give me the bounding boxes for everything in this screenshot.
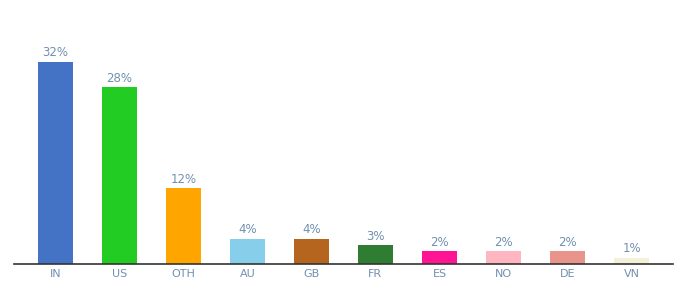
Text: 32%: 32%	[42, 46, 68, 59]
Bar	[166, 188, 201, 264]
Bar	[358, 245, 393, 264]
Bar	[101, 87, 137, 264]
Text: 2%: 2%	[558, 236, 577, 249]
Text: 28%: 28%	[106, 72, 133, 85]
Text: 4%: 4%	[302, 223, 321, 236]
Text: 2%: 2%	[494, 236, 513, 249]
Bar	[294, 239, 329, 264]
Text: 12%: 12%	[170, 173, 197, 186]
Text: 1%: 1%	[622, 242, 641, 255]
Bar	[230, 239, 265, 264]
Text: 2%: 2%	[430, 236, 449, 249]
Bar	[422, 251, 457, 264]
Bar	[486, 251, 521, 264]
Text: 3%: 3%	[366, 230, 385, 242]
Bar	[550, 251, 585, 264]
Bar	[37, 62, 73, 264]
Text: 4%: 4%	[238, 223, 256, 236]
Bar	[614, 258, 649, 264]
